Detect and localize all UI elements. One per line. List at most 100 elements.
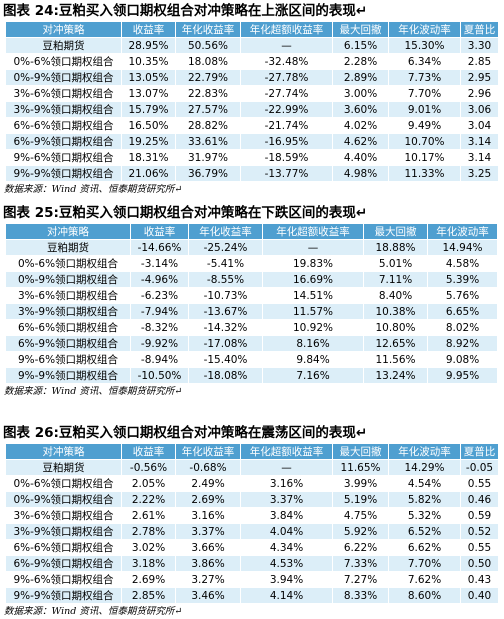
table-cell: 33.61% [175, 133, 241, 150]
source-note: 数据来源：Wind 资讯、恒泰期货研究所↵ [4, 606, 183, 617]
section: 图表 25:豆粕买入领口期权组合对冲策略在下跌区间的表现↵ 对冲策略 收益率 年化收益… [0, 203, 504, 400]
table-cell: 16.50% [121, 117, 176, 134]
table-cell: -4.96% [130, 271, 189, 288]
table-row: 9%-9%领口期权组合 21.06% 36.79% -13.77% 4.98% 11.33… [5, 165, 499, 182]
table-row: 0%-9%领口期权组合 2.22% 2.69% 3.37% 5.19% 5.82% 0.46 [5, 491, 499, 508]
table-cell: 2.28% [332, 53, 389, 70]
table-cell: 7.11% [363, 271, 428, 288]
header-cell: 最大回撤 [332, 21, 389, 38]
table-cell: 2.49% [175, 475, 241, 492]
table-row: 豆粕期货 -14.66% -25.24% —18.88% 14.94% [5, 239, 498, 256]
table-cell: 4.53% [240, 555, 333, 572]
header-cell: 年化波动率 [388, 443, 461, 460]
table-cell: 11.57% [262, 303, 364, 320]
table-cell: 18.08% [175, 53, 241, 70]
table-cell: 13.07% [121, 85, 176, 102]
table-cell: 5.01% [363, 255, 428, 272]
table-cell: -32.48% [240, 53, 333, 70]
table-cell: 3.86% [175, 555, 241, 572]
header-cell: 夏普比 [460, 443, 499, 460]
table-cell: 2.95 [460, 69, 499, 86]
table-cell: 3.66% [175, 539, 241, 556]
table-cell: -21.74% [240, 117, 333, 134]
header-cell: 最大回撤 [332, 443, 389, 460]
table-cell: 6.15% [332, 37, 389, 54]
table-cell: 3.46% [175, 587, 241, 604]
table-cell: 3%-9%领口期权组合 [5, 523, 122, 540]
table-cell: 10.92% [262, 319, 364, 336]
table-cell: -14.66% [130, 239, 189, 256]
section: 图表 24:豆粕买入领口期权组合对冲策略在上涨区间的表现↵ 对冲策略 收益率 年化收益… [0, 1, 504, 198]
table-cell: 4.98% [332, 165, 389, 182]
header-cell: 年化收益率 [175, 443, 241, 460]
table-cell: 2.89% [332, 69, 389, 86]
table-cell: -0.68% [175, 459, 241, 476]
table-cell: 22.83% [175, 85, 241, 102]
table-cell: -8.55% [188, 271, 263, 288]
table-cell: 10.80% [363, 319, 428, 336]
header-cell: 收益率 [130, 223, 189, 240]
table-cell: 7.33% [332, 555, 389, 572]
table-cell: 6%-9%领口期权组合 [5, 133, 122, 150]
table-cell: 3.16% [240, 475, 333, 492]
table-cell: 9%-9%领口期权组合 [5, 587, 122, 604]
table-cell: 4.04% [240, 523, 333, 540]
table-row: 6%-6%领口期权组合 -8.32% -14.32% 10.92% 10.80% 8.02… [5, 319, 498, 336]
table-cell: 2.85% [121, 587, 176, 604]
header-cell: 夏普比 [460, 21, 499, 38]
table-row: 3%-6%领口期权组合 -6.23% -10.73% 14.51% 8.40% 5.76% [5, 287, 498, 304]
table-cell: 6%-6%领口期权组合 [5, 117, 122, 134]
header-cell: 年化波动率 [427, 223, 498, 240]
table-cell: 6%-6%领口期权组合 [5, 319, 131, 336]
table-cell: 5.82% [388, 491, 461, 508]
header-cell: 对冲策略 [5, 223, 131, 240]
table-cell: 12.65% [363, 335, 428, 352]
table-cell: 5.92% [332, 523, 389, 540]
table-row: 豆粕期货 28.95% 50.56% —6.15% 15.30% 3.30 [5, 37, 499, 54]
table-cell: 2.22% [121, 491, 176, 508]
table-cell: 28.82% [175, 117, 241, 134]
table-cell: 10.35% [121, 53, 176, 70]
table-cell: -0.05 [460, 459, 499, 476]
table-cell: 0.55 [460, 539, 499, 556]
table-cell: 13.05% [121, 69, 176, 86]
table-cell: 3%-6%领口期权组合 [5, 287, 131, 304]
table-cell: 0%-6%领口期权组合 [5, 475, 122, 492]
table-cell: 2.69% [121, 571, 176, 588]
table-cell: 9.95% [427, 367, 498, 384]
table-cell: -3.14% [130, 255, 189, 272]
table-cell: -13.67% [188, 303, 263, 320]
table-cell: 0%-9%领口期权组合 [5, 271, 131, 288]
table-cell: -10.73% [188, 287, 263, 304]
table-cell: 6.65% [427, 303, 498, 320]
table-cell: — [240, 459, 333, 476]
header-cell: 对冲策略 [5, 21, 122, 38]
table-cell: 4.54% [388, 475, 461, 492]
table-row: 9%-6%领口期权组合 2.69% 3.27% 3.94% 7.27% 7.62% 0.43 [5, 571, 499, 588]
table-cell: -18.59% [240, 149, 333, 166]
table-cell: 10.70% [388, 133, 461, 150]
section: 图表 26:豆粕买入领口期权组合对冲策略在震荡区间的表现↵ 对冲策略 收益率 年化收益… [0, 423, 504, 619]
table-cell: 28.95% [121, 37, 176, 54]
header-cell: 收益率 [121, 443, 176, 460]
table-cell: 8.92% [427, 335, 498, 352]
table-cell: 豆粕期货 [5, 459, 122, 476]
table-cell: 0.50 [460, 555, 499, 572]
table-cell: 4.02% [332, 117, 389, 134]
table-cell: 3.04 [460, 117, 499, 134]
table-cell: 3.37% [240, 491, 333, 508]
table-cell: 14.94% [427, 239, 498, 256]
table-cell: -14.32% [188, 319, 263, 336]
table-cell: 3.00% [332, 85, 389, 102]
header-cell: 年化超额收益率 [262, 223, 364, 240]
table-cell: 19.25% [121, 133, 176, 150]
table-cell: 3.18% [121, 555, 176, 572]
table-row: 0%-9%领口期权组合 -4.96% -8.55% 16.69% 7.11% 5.39% [5, 271, 498, 288]
table-cell: 10.38% [363, 303, 428, 320]
table-row: 0%-6%领口期权组合 10.35% 18.08% -32.48% 2.28% 6.34%… [5, 53, 499, 70]
table-row: 0%-9%领口期权组合 13.05% 22.79% -27.78% 2.89% 7.73%… [5, 69, 499, 86]
table-row: 9%-6%领口期权组合 -8.94% -15.40% 9.84% 11.56% 9.08% [5, 351, 498, 368]
table-cell: 4.40% [332, 149, 389, 166]
table-cell: 21.06% [121, 165, 176, 182]
